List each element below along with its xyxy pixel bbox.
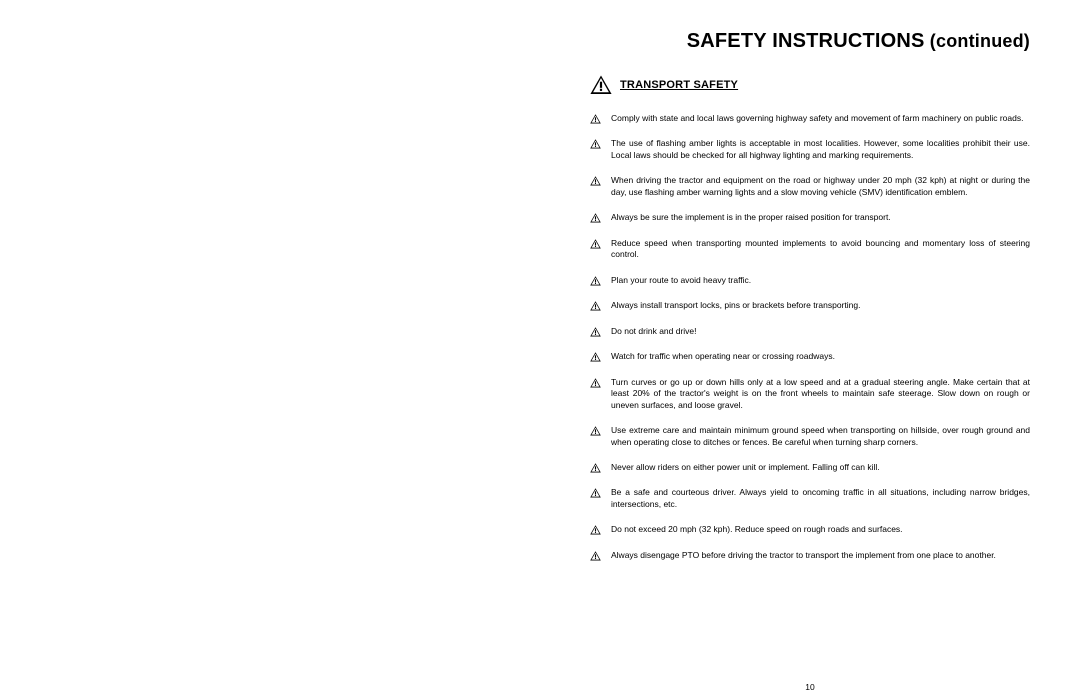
safety-item: Be a safe and courteous driver. Always y… <box>590 487 1030 510</box>
safety-item: Watch for traffic when operating near or… <box>590 351 1030 362</box>
item-text: When driving the tractor and equipment o… <box>611 175 1030 198</box>
warning-icon <box>590 463 601 473</box>
warning-icon <box>590 213 601 223</box>
warning-icon <box>590 176 601 186</box>
warning-icon <box>590 426 601 436</box>
item-text: Turn curves or go up or down hills only … <box>611 377 1030 411</box>
title-main: SAFETY INSTRUCTIONS <box>687 30 925 52</box>
safety-item: Do not drink and drive! <box>590 326 1030 337</box>
warning-icon <box>590 525 601 535</box>
item-text: Reduce speed when transporting mounted i… <box>611 238 1030 261</box>
safety-item: Use extreme care and maintain minimum gr… <box>590 425 1030 448</box>
safety-item: Comply with state and local laws governi… <box>590 113 1030 124</box>
item-text: Watch for traffic when operating near or… <box>611 351 1030 362</box>
item-text: Be a safe and courteous driver. Always y… <box>611 487 1030 510</box>
warning-icon <box>590 239 601 249</box>
item-text: Comply with state and local laws governi… <box>611 113 1030 124</box>
item-text: Use extreme care and maintain minimum gr… <box>611 425 1030 448</box>
safety-item: The use of flashing amber lights is acce… <box>590 138 1030 161</box>
section-header: TRANSPORT SAFETY <box>590 75 1030 95</box>
title-suffix: (continued) <box>925 31 1030 51</box>
safety-item: Plan your route to avoid heavy traffic. <box>590 275 1030 286</box>
item-text: Always install transport locks, pins or … <box>611 300 1030 311</box>
warning-icon <box>590 352 601 362</box>
document-page: SAFETY INSTRUCTIONS (continued) TRANSPOR… <box>540 0 1080 698</box>
warning-icon <box>590 301 601 311</box>
safety-item: When driving the tractor and equipment o… <box>590 175 1030 198</box>
item-text: Do not drink and drive! <box>611 326 1030 337</box>
warning-icon <box>590 114 601 124</box>
safety-item: Always disengage PTO before driving the … <box>590 550 1030 561</box>
warning-icon <box>590 75 612 95</box>
safety-item: Always install transport locks, pins or … <box>590 300 1030 311</box>
item-list: Comply with state and local laws governi… <box>590 113 1030 561</box>
warning-icon <box>590 378 601 388</box>
item-text: Always be sure the implement is in the p… <box>611 212 1030 223</box>
item-text: Plan your route to avoid heavy traffic. <box>611 275 1030 286</box>
safety-item: Do not exceed 20 mph (32 kph). Reduce sp… <box>590 524 1030 535</box>
warning-icon <box>590 139 601 149</box>
section-title: TRANSPORT SAFETY <box>620 79 738 91</box>
safety-item: Reduce speed when transporting mounted i… <box>590 238 1030 261</box>
safety-item: Never allow riders on either power unit … <box>590 462 1030 473</box>
safety-item: Turn curves or go up or down hills only … <box>590 377 1030 411</box>
warning-icon <box>590 327 601 337</box>
page-title: SAFETY INSTRUCTIONS (continued) <box>590 30 1030 53</box>
item-text: Do not exceed 20 mph (32 kph). Reduce sp… <box>611 524 1030 535</box>
item-text: Never allow riders on either power unit … <box>611 462 1030 473</box>
item-text: The use of flashing amber lights is acce… <box>611 138 1030 161</box>
warning-icon <box>590 488 601 498</box>
warning-icon <box>590 276 601 286</box>
warning-icon <box>590 551 601 561</box>
safety-item: Always be sure the implement is in the p… <box>590 212 1030 223</box>
item-text: Always disengage PTO before driving the … <box>611 550 1030 561</box>
page-number: 10 <box>540 682 1080 692</box>
